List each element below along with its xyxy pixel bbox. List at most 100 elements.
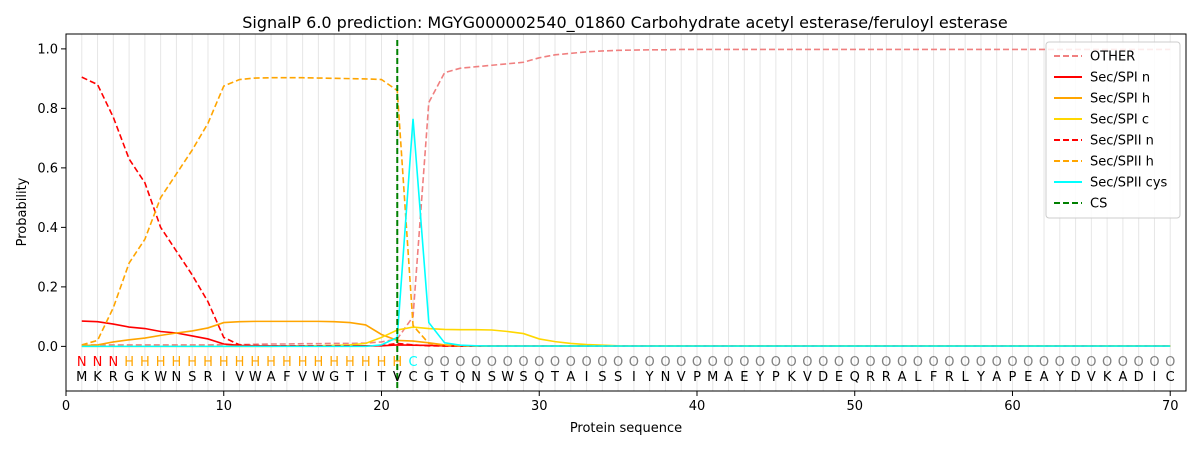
region-label: H <box>345 355 355 370</box>
residue-label: R <box>203 370 212 385</box>
region-label: O <box>1023 355 1033 370</box>
region-label: O <box>487 355 497 370</box>
region-label: O <box>723 355 733 370</box>
residue-label: A <box>566 370 575 385</box>
region-label: O <box>1165 355 1175 370</box>
legend-label: CS <box>1090 197 1107 212</box>
region-label: O <box>818 355 828 370</box>
residue-label: R <box>882 370 891 385</box>
residue-label: T <box>550 370 559 385</box>
region-label: O <box>692 355 702 370</box>
residue-label: S <box>598 370 606 385</box>
region-label: O <box>1134 355 1144 370</box>
region-label: O <box>566 355 576 370</box>
region-label: O <box>1102 355 1112 370</box>
y-axis-label: Probability <box>15 177 30 246</box>
x-tick-label: 0 <box>62 399 70 414</box>
region-label: O <box>881 355 891 370</box>
region-label: O <box>534 355 544 370</box>
region-label: O <box>1055 355 1065 370</box>
residue-label: M <box>76 370 87 385</box>
legend-label: Sec/SPI n <box>1090 71 1150 86</box>
legend-label: Sec/SPII h <box>1090 155 1154 170</box>
series-line-sec-spi-n <box>81 320 1171 347</box>
residue-label: S <box>488 370 496 385</box>
region-label: C <box>409 355 418 370</box>
region-label: N <box>93 355 103 370</box>
region-label: O <box>771 355 781 370</box>
region-label: O <box>1039 355 1049 370</box>
region-label: O <box>976 355 986 370</box>
region-label: O <box>1007 355 1017 370</box>
residue-label: N <box>172 370 182 385</box>
residue-label: K <box>93 370 102 385</box>
residue-label: D <box>818 370 828 385</box>
series-line-sec-spii-cys <box>81 118 1171 348</box>
series-layer <box>81 48 1171 348</box>
region-label: H <box>172 355 182 370</box>
x-tick-label: 10 <box>215 399 232 414</box>
region-label: H <box>156 355 166 370</box>
residue-label: T <box>440 370 449 385</box>
y-tick-label: 0.2 <box>37 280 58 295</box>
region-label: O <box>439 355 449 370</box>
legend-label: OTHER <box>1090 50 1135 65</box>
residue-label: K <box>1103 370 1112 385</box>
residue-label: K <box>141 370 150 385</box>
legend-label: Sec/SPI c <box>1090 113 1149 128</box>
region-label: H <box>392 355 402 370</box>
region-label: O <box>960 355 970 370</box>
series-line-sec-spii-n <box>81 76 1171 347</box>
y-tick-label: 0.6 <box>37 161 58 176</box>
region-label: O <box>471 355 481 370</box>
region-label: O <box>802 355 812 370</box>
series-line-other <box>81 48 1171 346</box>
y-tick-label: 0.0 <box>37 340 58 355</box>
legend-box <box>1045 41 1181 219</box>
region-label: H <box>282 355 292 370</box>
residue-label: W <box>312 370 325 385</box>
residue-label: I <box>364 370 368 385</box>
region-label: O <box>597 355 607 370</box>
residue-label: A <box>267 370 276 385</box>
residue-label: C <box>1166 370 1175 385</box>
region-label: O <box>503 355 513 370</box>
residue-label: D <box>1134 370 1144 385</box>
x-axis-ticks: 0 10 20 30 40 50 60 70 <box>62 391 1178 414</box>
region-label: O <box>928 355 938 370</box>
x-tick-label: 30 <box>531 399 548 414</box>
residue-label: R <box>945 370 954 385</box>
series-line-sec-spi-h <box>81 320 1171 347</box>
legend-label: Sec/SPII cys <box>1090 176 1168 191</box>
region-label: O <box>645 355 655 370</box>
legend-label: Sec/SPI h <box>1090 92 1150 107</box>
residue-label: R <box>109 370 118 385</box>
region-label: O <box>518 355 528 370</box>
region-label: O <box>455 355 465 370</box>
region-label: H <box>250 355 260 370</box>
residue-label: V <box>393 370 402 385</box>
legend: OTHER Sec/SPI n Sec/SPI h Sec/SPI c Sec/SPII… <box>1045 41 1181 219</box>
residue-label: V <box>803 370 812 385</box>
region-label: H <box>314 355 324 370</box>
x-tick-label: 50 <box>846 399 863 414</box>
legend-label: Sec/SPII n <box>1090 134 1154 149</box>
residue-label: N <box>471 370 481 385</box>
residue-label: L <box>962 370 970 385</box>
residue-label: Y <box>645 370 654 385</box>
residue-label: F <box>283 370 290 385</box>
series-line-sec-spi-c <box>81 326 1171 348</box>
region-label: O <box>1118 355 1128 370</box>
residue-label: A <box>724 370 733 385</box>
residue-label: A <box>1040 370 1049 385</box>
region-label: O <box>865 355 875 370</box>
region-label: O <box>581 355 591 370</box>
region-label: H <box>187 355 197 370</box>
chart-title: SignalP 6.0 prediction: MGYG000002540_01… <box>242 13 1007 33</box>
region-label: H <box>361 355 371 370</box>
residue-label: Y <box>976 370 985 385</box>
residue-label: Y <box>755 370 764 385</box>
series-line-sec-spii-h <box>81 76 1171 347</box>
residue-label: S <box>614 370 622 385</box>
residue-label: W <box>249 370 262 385</box>
